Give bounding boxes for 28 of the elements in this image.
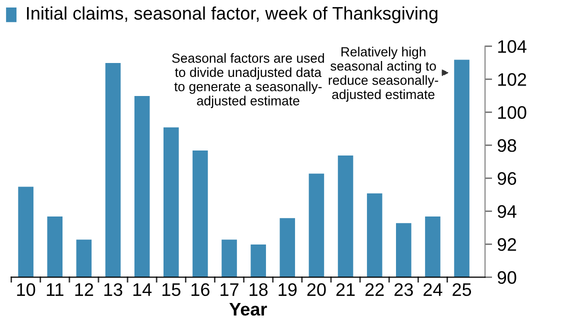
y-tick-label: 102 xyxy=(498,73,526,86)
y-tick-label: 94 xyxy=(498,205,516,218)
x-tick-label: 11 xyxy=(46,283,64,296)
x-tick-label: 18 xyxy=(250,283,268,296)
y-tick-label: 90 xyxy=(498,271,516,284)
x-tick-label: 10 xyxy=(17,283,36,296)
x-axis-title: Year xyxy=(229,303,267,316)
x-tick-label: 22 xyxy=(365,283,384,296)
x-tick-label: 14 xyxy=(133,283,152,296)
x-tick-label: 19 xyxy=(278,283,297,296)
chart-title: Initial claims, seasonal factor, week of Thanksgiving xyxy=(27,6,438,24)
x-tick-label: 23 xyxy=(394,283,413,296)
y-tick-label: 104 xyxy=(498,40,526,53)
annotation: Seasonal factors are used to divide unadjusted data to generate a seasonally- adjusted estimate xyxy=(172,53,324,108)
x-tick-label: 12 xyxy=(75,283,94,296)
x-tick-label: 16 xyxy=(192,283,210,296)
x-tick-label: 21 xyxy=(336,283,355,296)
x-tick-label: 24 xyxy=(424,283,442,296)
x-tick-label: 13 xyxy=(104,283,122,296)
annotation: Relatively high seasonal acting to reduce seasonally- adjusted estimate xyxy=(328,46,438,102)
y-tick-label: 96 xyxy=(498,172,516,185)
x-tick-label: 15 xyxy=(162,283,180,296)
y-tick-label: 92 xyxy=(498,238,516,251)
x-tick-label: 17 xyxy=(220,283,238,296)
y-tick-label: 100 xyxy=(498,106,526,119)
x-tick-label: 20 xyxy=(307,283,326,296)
x-tick-label: 25 xyxy=(452,283,472,296)
y-tick-label: 98 xyxy=(498,139,516,152)
